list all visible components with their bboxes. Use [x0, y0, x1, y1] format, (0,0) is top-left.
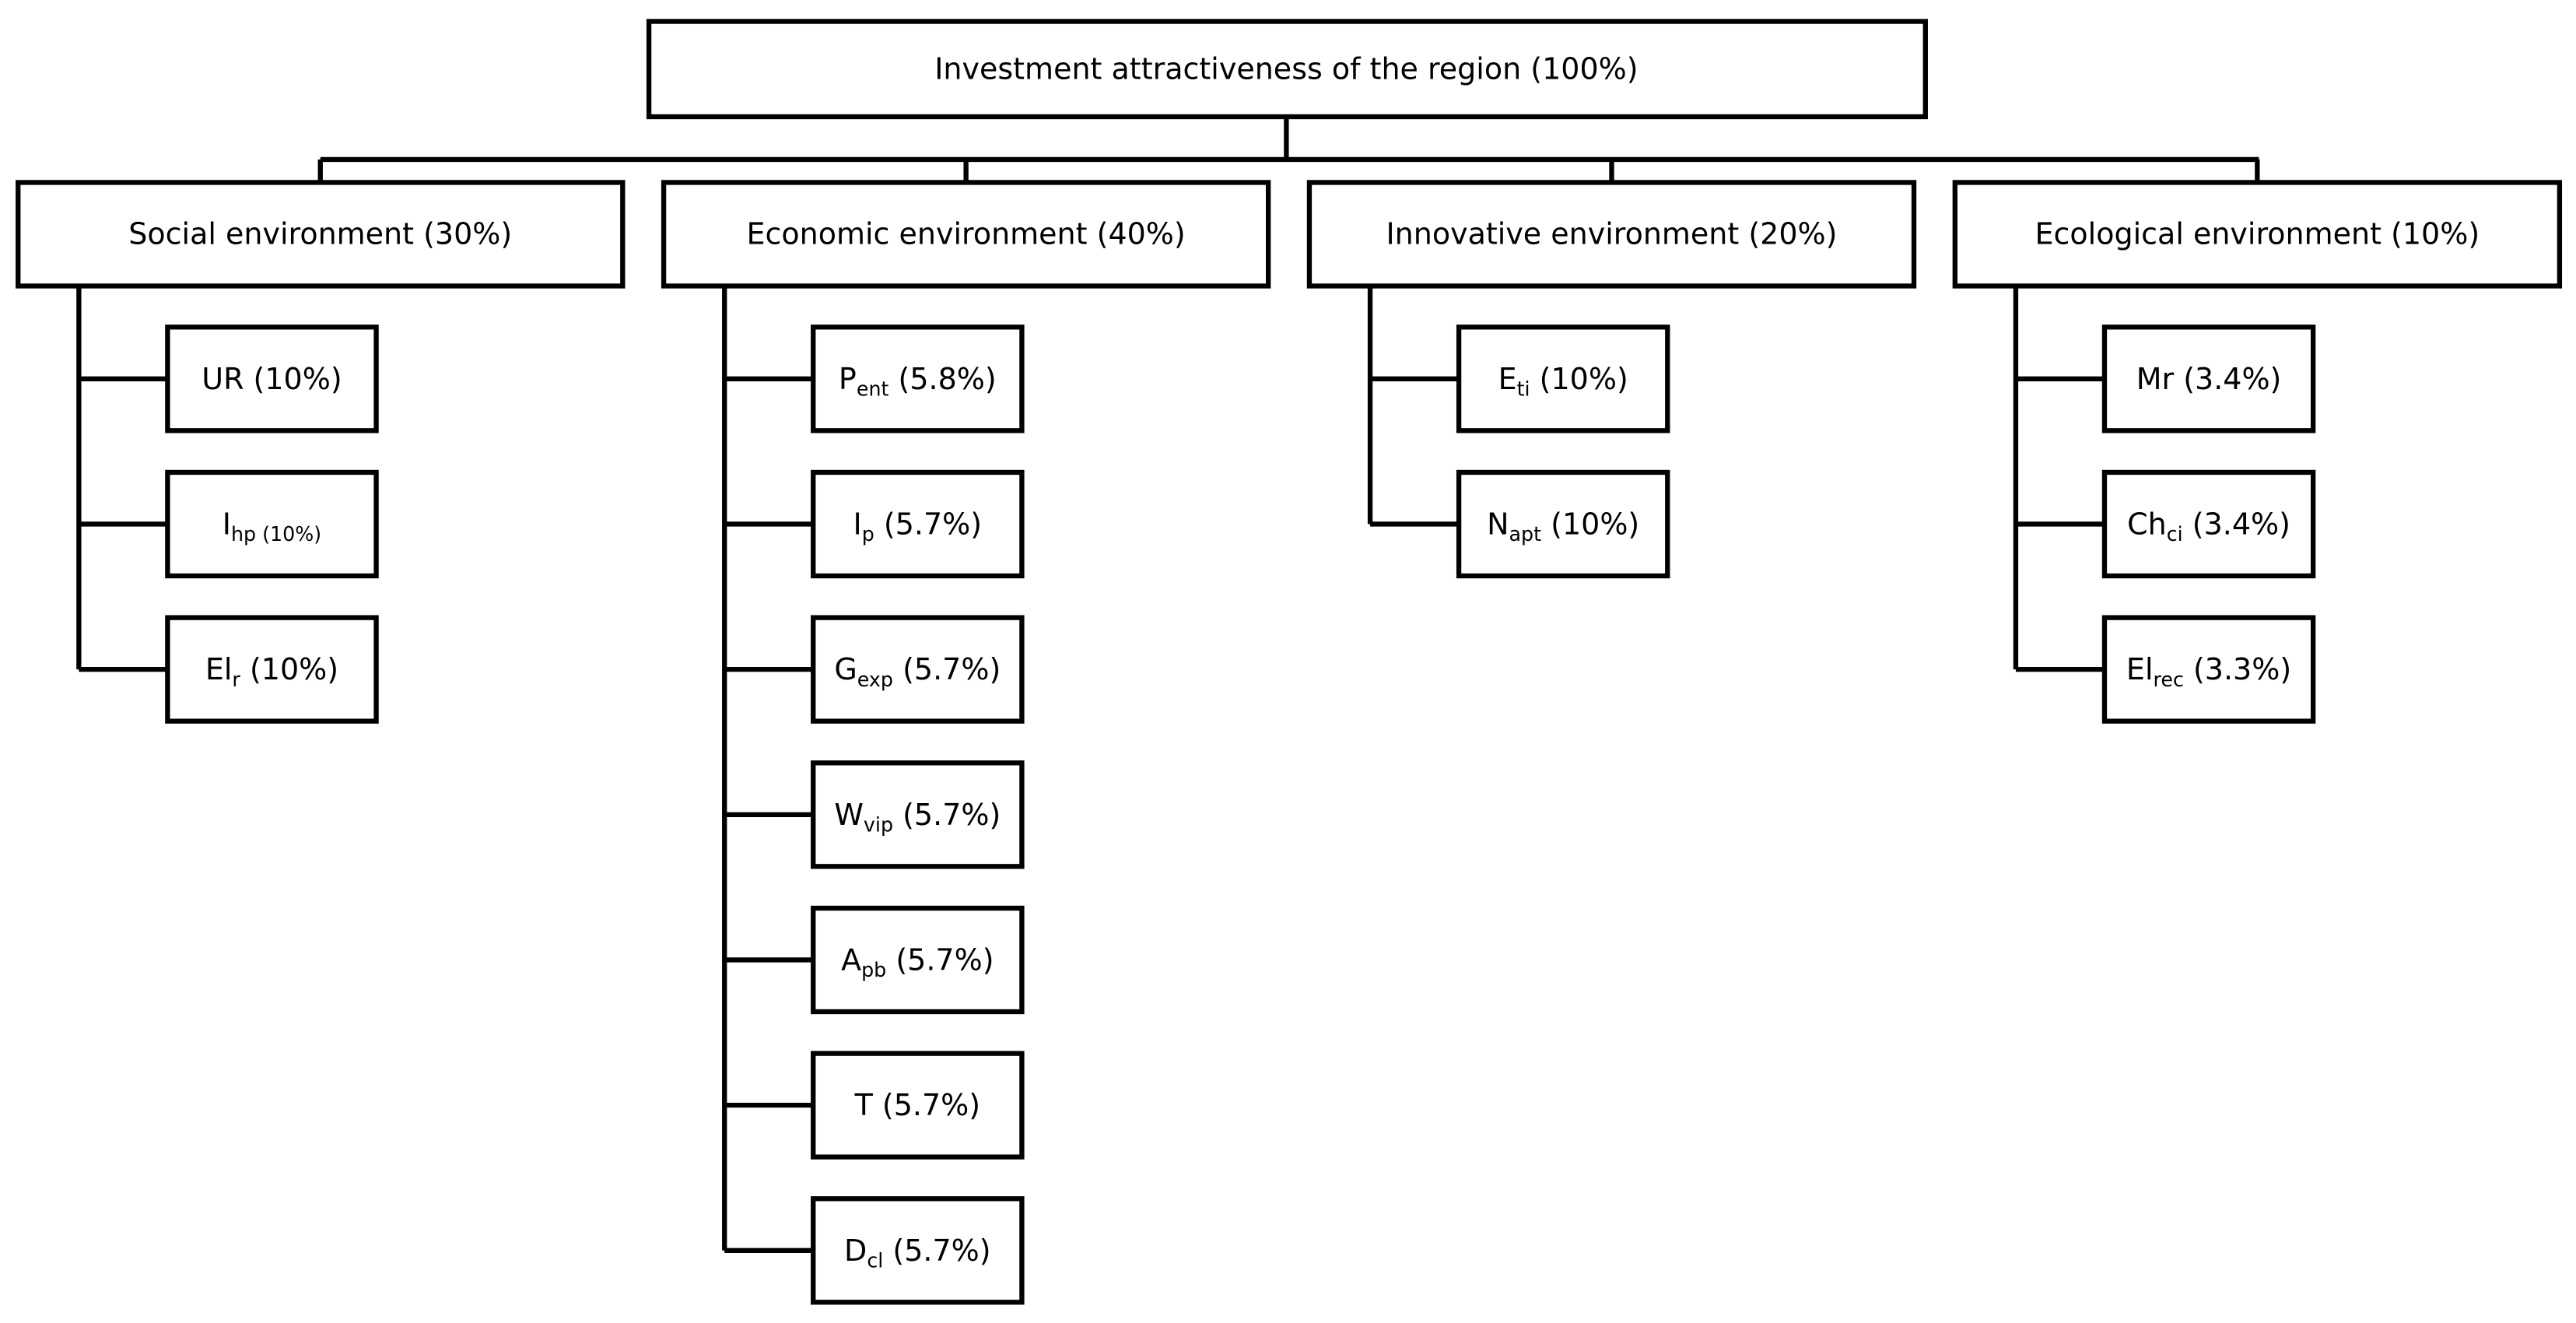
- indicator-box: [1456, 469, 1670, 579]
- indicator-symbol: Ch: [2127, 507, 2167, 541]
- indicator-symbol: El: [2126, 652, 2154, 686]
- indicator-subscript: ci: [2167, 522, 2183, 546]
- indicator-weight: (5.7%): [874, 507, 982, 541]
- indicator-label: Pent (5.8%): [839, 361, 997, 400]
- indicator-label: Dcl (5.7%): [844, 1233, 991, 1272]
- indicator-label: Elrec (3.3%): [2126, 652, 2291, 691]
- indicator-symbol: E: [1498, 361, 1517, 395]
- indicator-box: [811, 905, 1025, 1015]
- indicator-box: [165, 469, 379, 579]
- indicator-weight: (5.7%): [886, 942, 994, 977]
- indicator-box: [165, 615, 379, 724]
- indicator-label: Gexp (5.7%): [834, 652, 1001, 691]
- group-label: Social environment (30%): [128, 217, 512, 251]
- indicator-label: Ihp (10%): [223, 507, 321, 546]
- indicator-subscript: ti: [1517, 377, 1530, 401]
- indicator-label: Ip (5.7%): [853, 507, 983, 546]
- root-box: [646, 19, 1928, 120]
- indicator-subscript: exp: [857, 668, 893, 691]
- indicator-box: [165, 325, 379, 433]
- group-box: [661, 180, 1271, 289]
- indicator-label: Elr (10%): [205, 652, 338, 691]
- indicator-weight: (10%): [240, 652, 338, 686]
- indicator-box: [811, 469, 1025, 579]
- indicator-weight: (10%): [1541, 507, 1639, 541]
- indicator-label: UR (10%): [202, 361, 342, 395]
- indicator-symbol: Mr (3.4%): [2136, 361, 2282, 395]
- indicator-weight: (10%): [1530, 361, 1628, 395]
- indicator-symbol: El: [205, 652, 233, 686]
- indicator-weight: (5.7%): [893, 652, 1001, 686]
- indicator-weight: (5.7%): [883, 1233, 990, 1267]
- indicator-label: T (5.7%): [854, 1088, 980, 1122]
- indicator-label: Wvip (5.7%): [834, 797, 1001, 836]
- indicator-weight: (3.3%): [2184, 652, 2291, 686]
- indicator-symbol: W: [834, 797, 864, 831]
- indicator-subscript: p: [862, 522, 874, 546]
- indicator-label: Eti (10%): [1498, 361, 1628, 400]
- indicator-box: [2101, 615, 2316, 724]
- indicator-symbol: UR (10%): [202, 361, 342, 395]
- indicator-subscript: hp (10%): [231, 522, 321, 546]
- indicator-symbol: G: [834, 652, 857, 686]
- indicator-symbol: T (5.7%): [854, 1088, 980, 1122]
- group-label: Innovative environment (20%): [1386, 217, 1837, 251]
- indicator-box: [1456, 325, 1670, 433]
- group-box: [1952, 180, 2563, 289]
- indicator-symbol: D: [844, 1233, 867, 1267]
- indicator-symbol: N: [1487, 507, 1509, 541]
- indicator-weight: (3.4%): [2183, 507, 2290, 541]
- indicator-box: [811, 615, 1025, 724]
- indicator-subscript: ent: [857, 377, 889, 401]
- indicator-label: Napt (10%): [1487, 507, 1639, 546]
- indicator-subscript: apt: [1509, 522, 1542, 546]
- indicator-symbol: I: [853, 507, 862, 541]
- indicator-symbol: P: [839, 361, 857, 395]
- group-box: [1306, 180, 1917, 289]
- indicator-label: Mr (3.4%): [2136, 361, 2282, 395]
- indicator-box: [2101, 469, 2316, 579]
- indicator-box: [2101, 325, 2316, 433]
- indicator-symbol: A: [841, 942, 861, 977]
- indicator-subscript: rec: [2154, 668, 2184, 691]
- indicator-subscript: vip: [864, 813, 893, 837]
- group-box: [16, 180, 626, 289]
- indicator-subscript: r: [232, 668, 240, 691]
- indicator-label: Chci (3.4%): [2127, 507, 2290, 546]
- group-label: Ecological environment (10%): [2035, 217, 2480, 251]
- indicator-label: Apb (5.7%): [841, 942, 994, 981]
- indicator-weight: (5.8%): [888, 361, 996, 395]
- indicator-weight: (5.7%): [893, 797, 1001, 831]
- indicator-subscript: cl: [867, 1249, 883, 1272]
- indicator-box: [811, 1051, 1025, 1160]
- indicator-box: [811, 325, 1025, 433]
- root-label: Investment attractiveness of the region …: [934, 51, 1638, 86]
- indicator-symbol: I: [223, 507, 231, 541]
- group-label: Economic environment (40%): [747, 217, 1186, 251]
- indicator-subscript: pb: [861, 958, 886, 981]
- indicator-box: [811, 1196, 1025, 1305]
- indicator-box: [811, 760, 1025, 869]
